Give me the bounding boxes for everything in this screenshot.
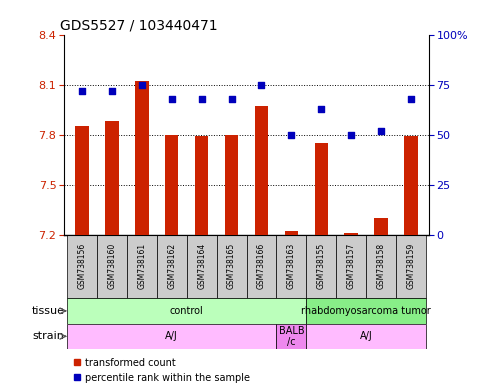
Bar [336, 235, 366, 298]
Bar [306, 235, 336, 298]
Bar [105, 121, 119, 235]
Text: GDS5527 / 103440471: GDS5527 / 103440471 [61, 18, 218, 32]
Bar [67, 324, 277, 349]
Text: GSM738156: GSM738156 [77, 243, 87, 290]
Point [377, 127, 385, 134]
Text: GSM738155: GSM738155 [317, 243, 326, 290]
Point [108, 88, 116, 94]
Bar [187, 235, 216, 298]
Text: GSM738162: GSM738162 [167, 243, 176, 290]
Bar [345, 233, 358, 235]
Bar [277, 235, 306, 298]
Bar [127, 235, 157, 298]
Text: GSM738161: GSM738161 [138, 243, 146, 290]
Point [198, 96, 206, 102]
Point [168, 96, 176, 102]
Point [347, 131, 355, 137]
Bar [306, 324, 426, 349]
Bar [165, 134, 178, 235]
Bar [67, 298, 306, 324]
Text: control: control [170, 306, 204, 316]
Text: GSM738166: GSM738166 [257, 243, 266, 290]
Point [317, 106, 325, 112]
Point [407, 96, 415, 102]
Text: rhabdomyosarcoma tumor: rhabdomyosarcoma tumor [301, 306, 431, 316]
Text: GSM738163: GSM738163 [287, 243, 296, 290]
Bar [225, 134, 238, 235]
Text: GSM738159: GSM738159 [406, 243, 416, 290]
Text: GSM738158: GSM738158 [377, 243, 386, 290]
Bar [306, 298, 426, 324]
Text: GSM738165: GSM738165 [227, 243, 236, 290]
Bar [75, 126, 89, 235]
Point [287, 131, 295, 137]
Bar [284, 231, 298, 235]
Text: GSM738157: GSM738157 [347, 243, 355, 290]
Text: GSM738164: GSM738164 [197, 243, 206, 290]
Bar [246, 235, 277, 298]
Bar [404, 136, 418, 235]
Text: strain: strain [33, 331, 65, 341]
Bar [195, 136, 209, 235]
Bar [315, 143, 328, 235]
Bar [97, 235, 127, 298]
Text: A/J: A/J [360, 331, 373, 341]
Legend: transformed count, percentile rank within the sample: transformed count, percentile rank withi… [69, 354, 254, 384]
Point [138, 81, 146, 88]
Bar [135, 81, 148, 235]
Bar [277, 324, 306, 349]
Text: tissue: tissue [32, 306, 65, 316]
Bar [67, 235, 97, 298]
Bar [157, 235, 187, 298]
Point [78, 88, 86, 94]
Text: A/J: A/J [165, 331, 178, 341]
Text: GSM738160: GSM738160 [107, 243, 116, 290]
Bar [216, 235, 246, 298]
Bar [374, 218, 388, 235]
Text: BALB
/c: BALB /c [279, 326, 304, 347]
Bar [366, 235, 396, 298]
Bar [255, 106, 268, 235]
Point [228, 96, 236, 102]
Point [257, 81, 265, 88]
Bar [396, 235, 426, 298]
